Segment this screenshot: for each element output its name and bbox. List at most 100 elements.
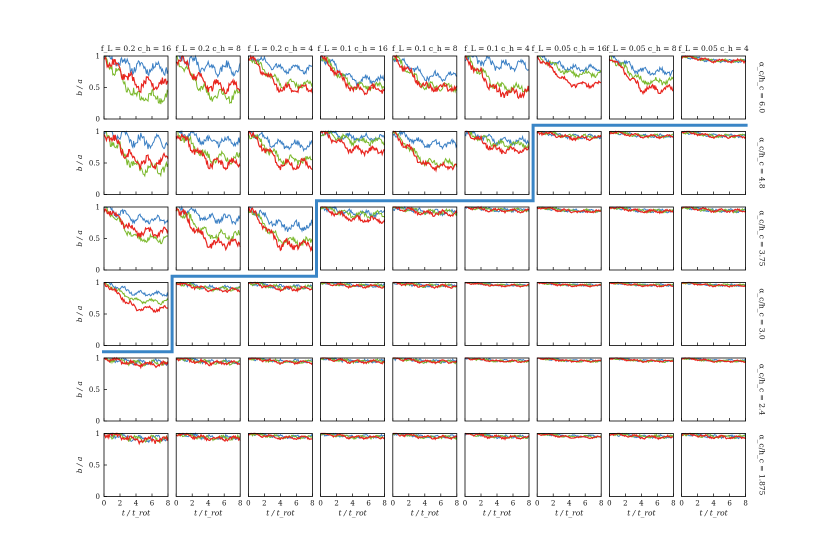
x-tick-label: 2 — [623, 500, 627, 508]
x-tick-label: 6 — [511, 500, 516, 508]
panel-r0-c7 — [608, 55, 674, 120]
panel-r0-c4 — [392, 54, 458, 120]
x-tick-label: 0 — [679, 500, 683, 508]
panel-r2-c8 — [681, 206, 747, 271]
panel-frame-r2-c4 — [392, 206, 458, 271]
series-red-r0-c4 — [392, 54, 458, 93]
series-red-r4-c8 — [681, 357, 746, 364]
column-title-5: f_L = 0.1 c_h = 4 — [464, 44, 530, 53]
x-tick-label: 8 — [743, 500, 747, 508]
series-red-r0-c2 — [248, 54, 313, 94]
series-red-r3-c0 — [103, 281, 169, 314]
y-tick-label: 0 — [96, 342, 100, 350]
panel-r5-c7: 0 2 4 6 8 t / t_rot — [607, 432, 676, 518]
series-green-r2-c3 — [320, 206, 385, 220]
panel-frame-r3-c4 — [392, 282, 458, 346]
series-green-r5-c1 — [176, 432, 241, 442]
series-blue-r2-c0 — [103, 206, 169, 225]
series-green-r2-c4 — [392, 206, 458, 217]
x-tick-label: 6 — [222, 500, 227, 508]
x-tick-label: 8 — [382, 500, 386, 508]
column-title-8: f_L = 0.05 c_h = 4 — [678, 44, 748, 53]
series-red-r0-c0 — [103, 56, 169, 94]
y-axis-label: b / a — [75, 381, 84, 398]
panel-frame-r4-c0 — [103, 357, 169, 422]
y-axis-label: b / a — [75, 79, 84, 96]
panel-frame-r2-c2 — [247, 206, 313, 271]
x-tick-label: 8 — [599, 500, 603, 508]
column-title-4: f_L = 0.1 c_h = 8 — [392, 44, 458, 53]
series-red-r5-c5 — [465, 432, 530, 441]
panel-r5-c8: 0 2 4 6 8 t / t_rot — [679, 432, 748, 518]
x-tick-label: 6 — [439, 500, 444, 508]
panel-r3-c5 — [464, 281, 530, 346]
panel-frame-r0-c1 — [175, 55, 241, 120]
panel-r1-c4 — [392, 129, 458, 195]
series-blue-r0-c4 — [392, 57, 458, 83]
x-tick-label: 2 — [118, 500, 122, 508]
series-green-r2-c0 — [104, 206, 169, 245]
x-tick-label: 4 — [134, 500, 139, 508]
series-green-r1-c4 — [392, 130, 458, 169]
x-tick-label: 0 — [246, 500, 250, 508]
series-blue-r2-c1 — [176, 205, 241, 226]
panel-r1-c5 — [464, 130, 530, 195]
panel-r2-c6 — [536, 206, 602, 271]
series-green-r0-c1 — [176, 55, 241, 105]
series-green-r4-c5 — [465, 357, 530, 363]
series-red-r1-c8 — [681, 130, 747, 140]
x-tick-label: 4 — [495, 500, 500, 508]
panel-r3-c6 — [536, 281, 602, 346]
panel-frame-r5-c7 — [609, 433, 674, 497]
series-red-r4-c3 — [320, 357, 385, 365]
panel-r0-c6 — [536, 55, 602, 120]
x-tick-label: 2 — [551, 500, 555, 508]
panel-r3-c7 — [609, 281, 674, 346]
panel-frame-r5-c2 — [247, 433, 313, 497]
series-red-r2-c4 — [392, 206, 458, 218]
x-tick-label: 4 — [423, 500, 428, 508]
panel-frame-r1-c8 — [681, 131, 746, 195]
y-axis-label: b / a — [75, 306, 84, 323]
y-tick-label: 1 — [96, 430, 100, 438]
panel-frame-r4-c6 — [536, 357, 602, 422]
row-label-3: α_c/h_c = 3.0 — [758, 288, 767, 340]
row-label-5: α_c/h_c = 1.875 — [758, 435, 767, 496]
column-title-2: f_L = 0.2 c_h = 4 — [248, 44, 314, 53]
series-blue-r0-c1 — [176, 54, 241, 79]
series-red-r5-c6 — [536, 432, 602, 440]
series-blue-r0-c2 — [248, 55, 313, 76]
x-tick-label: 6 — [727, 500, 732, 508]
y-tick-label: 0 — [96, 266, 100, 274]
panel-r1-c2 — [247, 130, 313, 195]
panel-r5-c5: 0 2 4 6 8 t / t_rot — [463, 432, 531, 518]
x-tick-label: 6 — [366, 500, 371, 508]
stability-boundary-line — [102, 123, 748, 354]
x-tick-label: 8 — [455, 500, 459, 508]
series-red-r5-c4 — [392, 432, 458, 441]
panel-r0-c2 — [247, 54, 313, 120]
series-red-r2-c2 — [247, 206, 313, 253]
y-axis-label: b / a — [75, 230, 84, 247]
series-red-r0-c5 — [465, 55, 530, 100]
series-red-r3-c8 — [681, 281, 746, 288]
panel-r1-c6 — [536, 130, 602, 195]
series-green-r1-c8 — [681, 130, 746, 139]
panel-frame-r2-c5 — [464, 206, 530, 271]
y-tick-label: 0.5 — [89, 310, 100, 318]
series-red-r4-c5 — [465, 357, 530, 364]
panel-frame-r3-c5 — [464, 282, 530, 346]
series-red-r3-c4 — [392, 281, 457, 289]
x-tick-label: 6 — [150, 500, 155, 508]
panel-r5-c1: 0 2 4 6 8 t / t_rot — [174, 432, 242, 518]
series-green-r1-c3 — [320, 130, 385, 147]
row-label-1: α_c/h_c = 4.8 — [758, 137, 767, 189]
x-tick-label: 8 — [238, 500, 242, 508]
x-tick-label: 0 — [607, 500, 611, 508]
panel-r2-c3 — [320, 206, 386, 271]
panel-r5-c4: 0 2 4 6 8 t / t_rot — [391, 432, 459, 518]
series-red-r5-c8 — [681, 432, 746, 440]
series-red-r4-c2 — [248, 357, 313, 366]
series-green-r1-c0 — [104, 131, 169, 178]
panel-r3-c1 — [175, 281, 241, 346]
